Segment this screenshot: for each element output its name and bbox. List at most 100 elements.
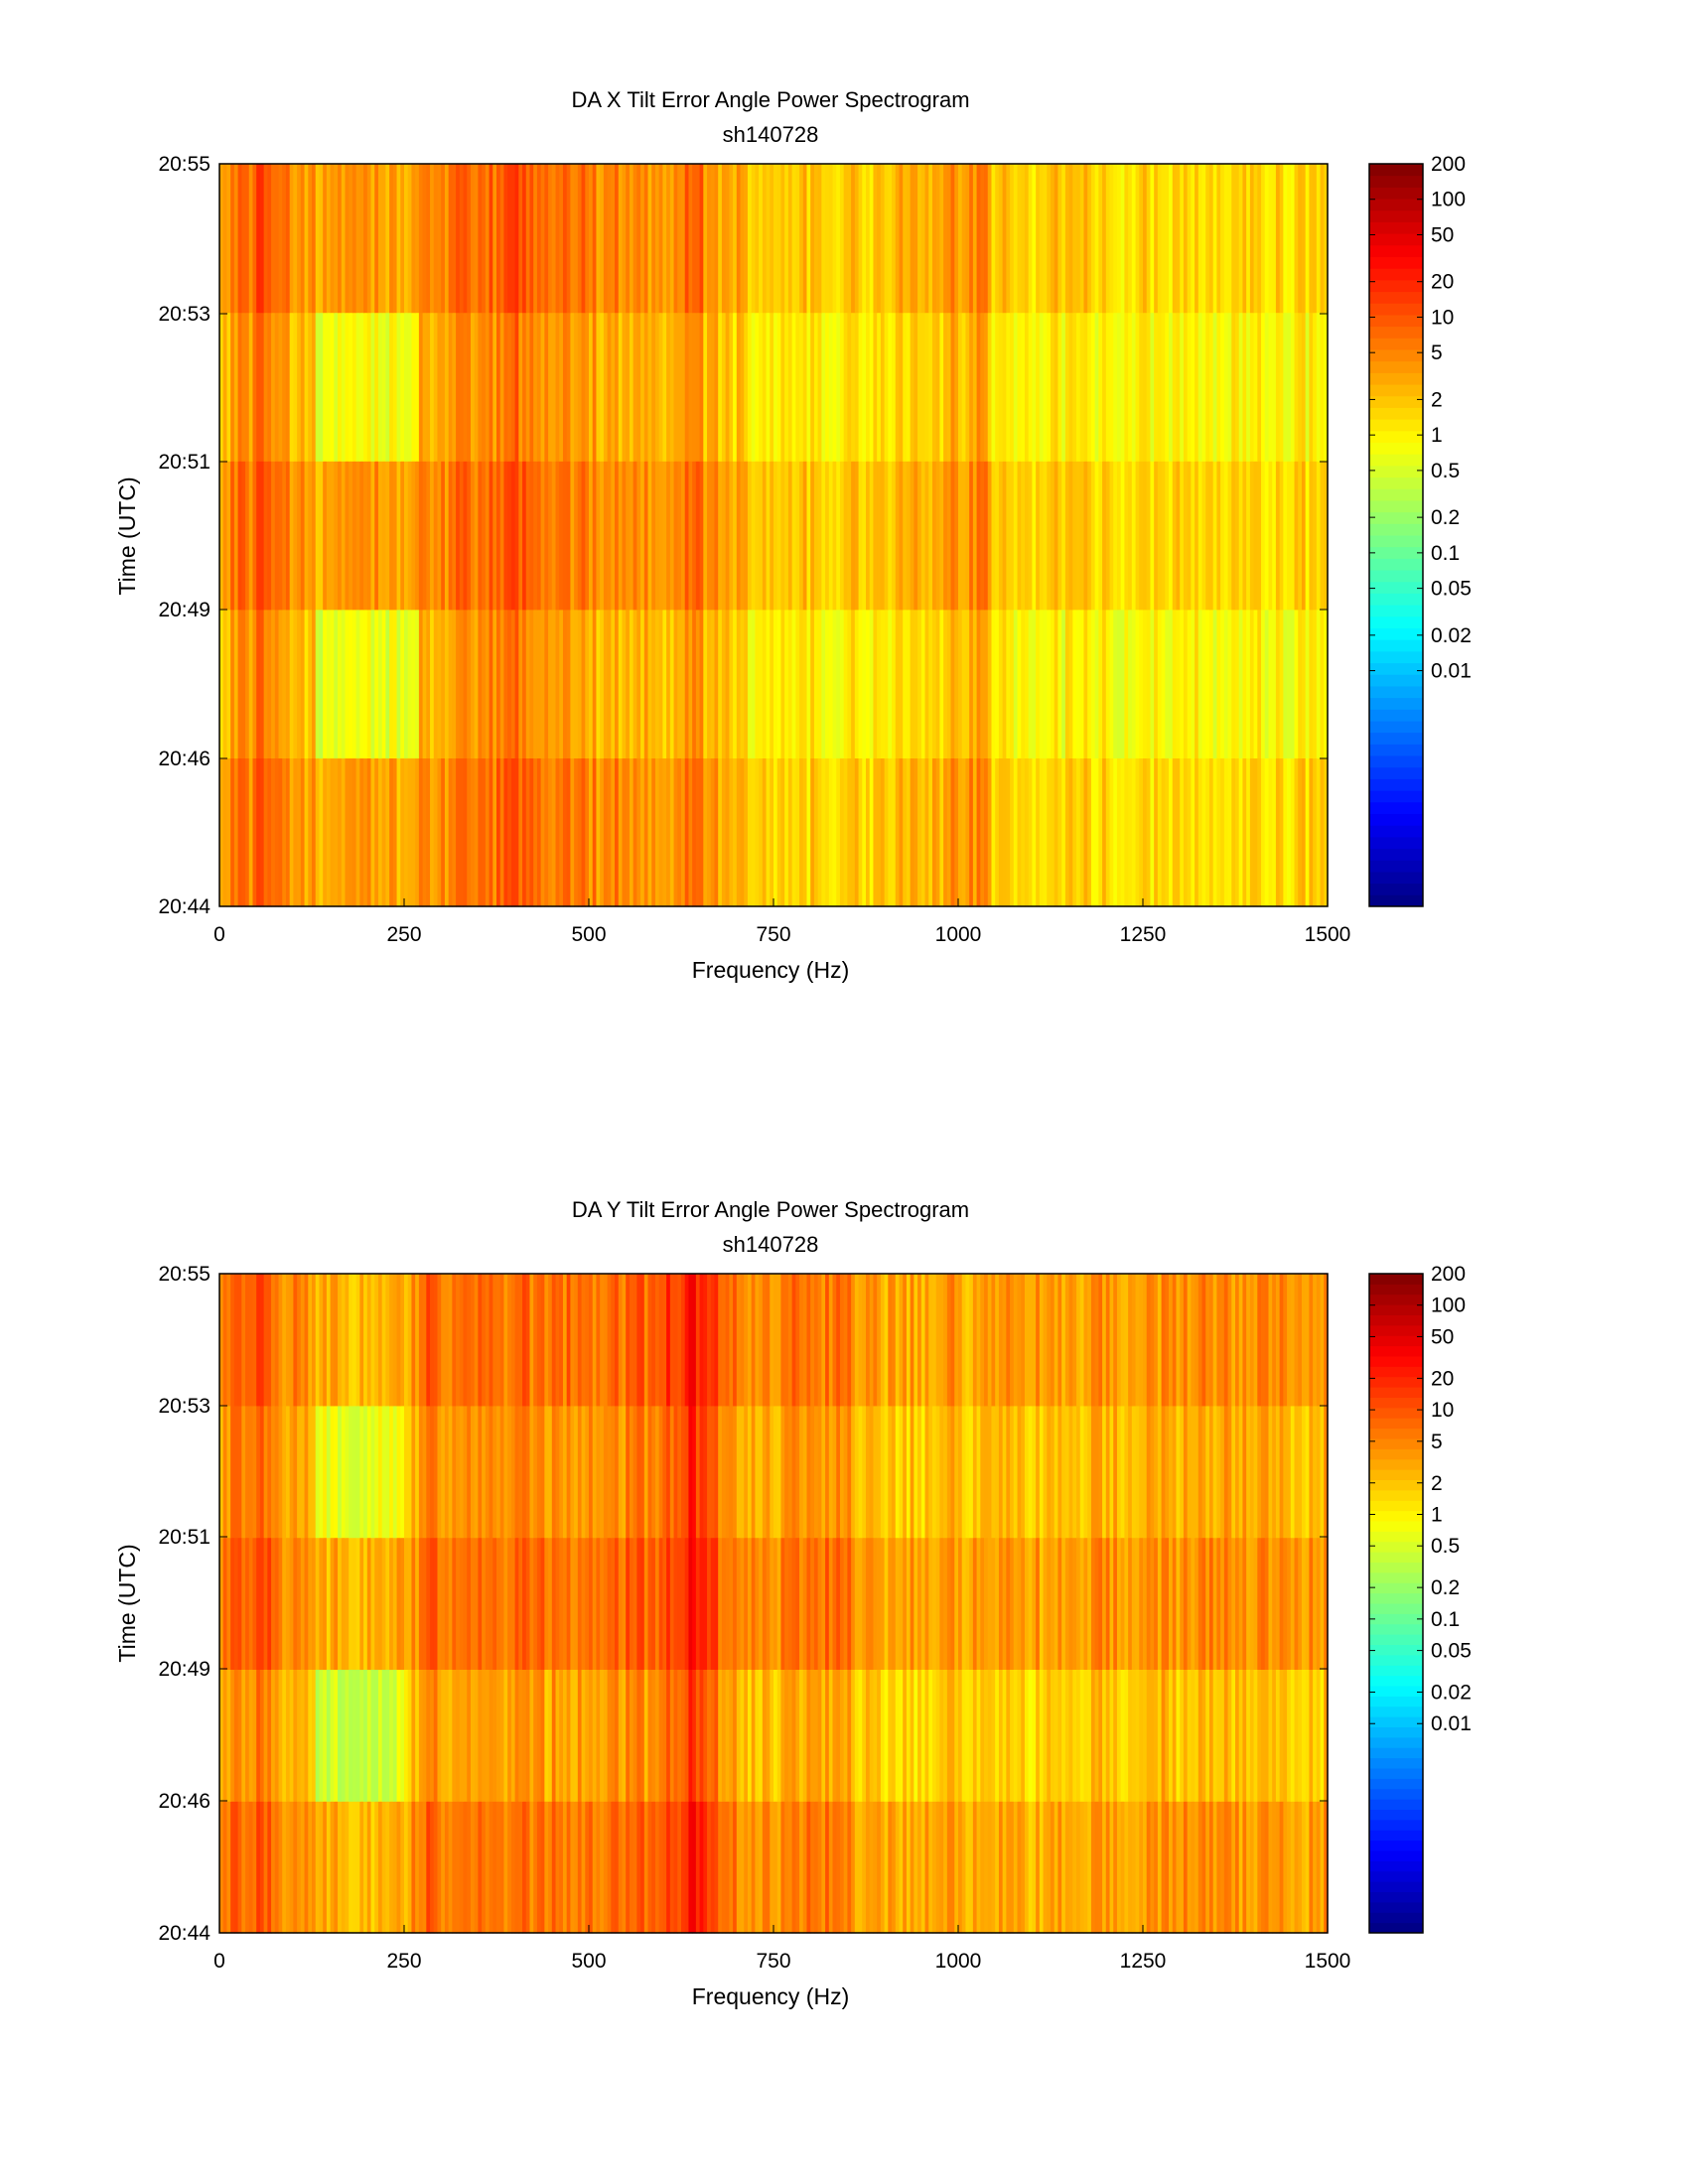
colorbar-tick-label: 200 [1431, 153, 1466, 176]
heatmap-cell [323, 1274, 328, 1407]
heatmap-cell [1051, 312, 1055, 462]
heatmap-cell [514, 757, 519, 907]
heatmap-cell [1169, 461, 1174, 611]
heatmap-cell [377, 1537, 383, 1670]
heatmap-cell [1068, 461, 1073, 611]
heatmap-cell [559, 1405, 564, 1539]
heatmap-cell [869, 757, 875, 907]
heatmap-cell [1165, 1801, 1170, 1934]
heatmap-cell [581, 1669, 586, 1802]
heatmap-cell [1290, 312, 1296, 462]
colorbar-segment [1369, 1799, 1423, 1811]
heatmap-cell [736, 1274, 742, 1407]
heatmap-cell [1201, 1669, 1206, 1802]
heatmap-cell [312, 461, 317, 611]
heatmap-cell [467, 1669, 472, 1802]
heatmap-cell [626, 1801, 631, 1934]
heatmap-cell [899, 609, 904, 758]
heatmap-cell [463, 1669, 468, 1802]
heatmap-cell [370, 1669, 375, 1802]
heatmap-cell [847, 1669, 852, 1802]
heatmap-cell [400, 1405, 405, 1539]
heatmap-cell [684, 1669, 690, 1802]
heatmap-cell [585, 609, 590, 758]
heatmap-cell [1157, 312, 1163, 462]
heatmap-cell [607, 461, 612, 611]
heatmap-cell [762, 461, 768, 611]
heatmap-cell [1157, 461, 1163, 611]
heatmap-cell [939, 1274, 944, 1407]
heatmap-cell [308, 1801, 313, 1934]
heatmap-cell [858, 757, 863, 907]
heatmap-cell [1146, 461, 1152, 611]
heatmap-cell [1116, 312, 1122, 462]
heatmap-cell [467, 312, 472, 462]
heatmap-cell [718, 1274, 723, 1407]
heatmap-cell [931, 1274, 937, 1407]
heatmap-cell [998, 164, 1004, 314]
heatmap-cell [248, 1801, 254, 1934]
heatmap-cell [1197, 1405, 1203, 1539]
heatmap-cell [389, 1405, 394, 1539]
heatmap-cell [315, 609, 321, 758]
heatmap-cell [1036, 1274, 1041, 1407]
heatmap-cell [836, 1274, 841, 1407]
heatmap-cell [703, 1537, 708, 1670]
heatmap-cell [1268, 1405, 1273, 1539]
heatmap-cell [536, 1669, 542, 1802]
heatmap-cell [1146, 1537, 1152, 1670]
heatmap-cell [873, 609, 878, 758]
heatmap-cell [813, 757, 819, 907]
x-tick-label: 750 [756, 923, 790, 946]
y-tick-label: 20:53 [158, 1395, 211, 1418]
heatmap-cell [1316, 1801, 1322, 1934]
heatmap-cell [470, 1669, 476, 1802]
colorbar-tick-label: 20 [1431, 271, 1454, 294]
heatmap-cell [226, 1274, 231, 1407]
heatmap-cell [1094, 609, 1099, 758]
heatmap-cell [821, 1405, 826, 1539]
heatmap-cell [607, 312, 612, 462]
heatmap-cell [892, 609, 897, 758]
colorbar-gradient [1369, 164, 1423, 907]
heatmap-cell [1047, 312, 1052, 462]
heatmap-cell [1298, 312, 1303, 462]
colorbar-tick-label: 0.1 [1431, 542, 1460, 565]
heatmap-cell [688, 312, 693, 462]
heatmap-cell [1139, 312, 1144, 462]
heatmap-cell [629, 1537, 634, 1670]
heatmap-cell [851, 1274, 856, 1407]
heatmap-cell [939, 609, 944, 758]
heatmap-cell [456, 1405, 461, 1539]
heatmap-cell [326, 312, 332, 462]
heatmap-cell [341, 1405, 347, 1539]
colorbar-tick-label: 100 [1431, 1295, 1466, 1317]
heatmap-cell [1087, 1801, 1092, 1934]
heatmap-cell [562, 609, 568, 758]
heatmap-cell [1131, 1669, 1137, 1802]
heatmap-cell [681, 609, 686, 758]
heatmap-cell [1006, 1801, 1011, 1934]
heatmap-cell [245, 164, 250, 314]
y-axis: 20:55 20:53 20:51 20:49 20:46 20:44 Time… [114, 153, 1328, 918]
y-tick-label: 20:49 [158, 1658, 211, 1681]
heatmap-cell [729, 609, 734, 758]
x-tick-label: 1000 [935, 923, 982, 946]
heatmap-cell [958, 1669, 963, 1802]
heatmap-cell [1279, 1801, 1284, 1934]
heatmap-cell [880, 1274, 886, 1407]
heatmap-cell [467, 1274, 472, 1407]
heatmap-cell [1320, 1405, 1325, 1539]
heatmap-cell [548, 1537, 553, 1670]
heatmap-cell [692, 312, 697, 462]
heatmap-cell [633, 461, 637, 611]
heatmap-cell [1143, 164, 1148, 314]
heatmap-cell [1220, 1405, 1225, 1539]
heatmap-cell [544, 312, 549, 462]
heatmap-cell [514, 312, 519, 462]
heatmap-cell [1253, 1405, 1258, 1539]
heatmap-cell [633, 164, 637, 314]
heatmap-cell [592, 1274, 598, 1407]
heatmap-cell [566, 1801, 571, 1934]
heatmap-cell [1090, 1274, 1096, 1407]
